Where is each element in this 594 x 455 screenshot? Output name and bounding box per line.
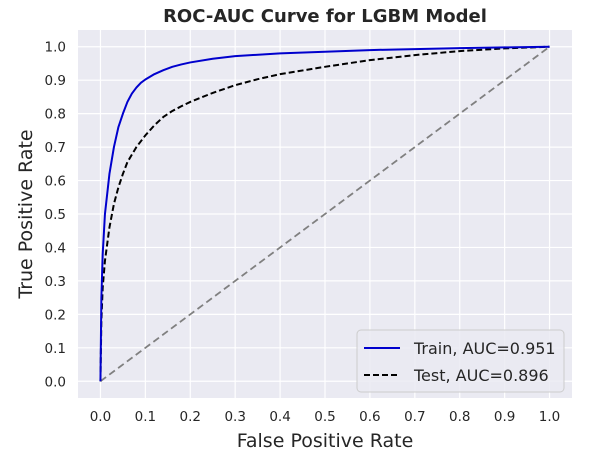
x-tick-label: 0.3 [224,409,245,425]
y-tick-label: 0.8 [45,107,66,123]
y-tick-label: 0.4 [45,240,66,256]
y-tick-label: 0.9 [45,73,66,89]
x-tick-label: 0.8 [449,409,470,425]
legend-label-train: Train, AUC=0.951 [413,339,556,358]
x-tick-labels: 0.0 0.1 0.2 0.3 0.4 0.5 0.6 0.7 0.8 0.9 1.0 [90,409,561,425]
chart-title: ROC-AUC Curve for LGBM Model [163,6,487,27]
y-tick-label: 0.3 [45,274,66,290]
x-tick-label: 1.0 [539,409,560,425]
x-tick-label: 0.2 [180,409,201,425]
series-line-chance [99,46,551,382]
x-tick-label: 0.1 [135,409,156,425]
y-tick-label: 0.1 [45,341,66,357]
x-tick-label: 0.6 [359,409,380,425]
series-line-train [99,45,550,382]
series-layer [99,45,551,382]
x-tick-label: 0.7 [404,409,425,425]
x-tick-label: 0.0 [90,409,111,425]
y-tick-label: 0.2 [45,307,66,323]
x-axis-label: False Positive Rate [237,430,414,452]
y-tick-label: 0.5 [45,207,66,223]
legend-label-test: Test, AUC=0.896 [413,366,549,385]
y-tick-label: 0.6 [45,174,66,190]
y-axis-label: True Positive Rate [15,129,37,299]
legend-box [356,329,565,393]
y-tick-label: 0.7 [45,140,66,156]
x-tick-label: 0.5 [314,409,335,425]
x-tick-label: 0.9 [494,409,515,425]
y-tick-labels: 0.0 0.1 0.2 0.3 0.4 0.5 0.6 0.7 0.8 0.9 1.0 [45,40,66,391]
y-tick-label: 1.0 [45,40,66,56]
y-tick-label: 0.0 [45,374,66,390]
series-line-test [99,45,550,382]
x-tick-label: 0.4 [269,409,290,425]
legend: Train, AUC=0.951 Test, AUC=0.896 [356,329,565,393]
